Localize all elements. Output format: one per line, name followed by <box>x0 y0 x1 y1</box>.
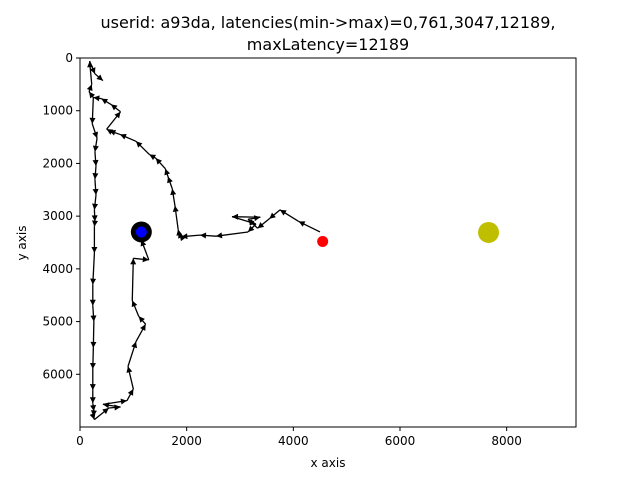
trajectory-arrow <box>199 232 217 239</box>
trajectory-tail-arrow <box>94 73 104 82</box>
trajectory-arrow <box>92 179 99 196</box>
trajectory-arrow <box>90 321 97 348</box>
y-tick-label: 0 <box>65 51 73 65</box>
trajectory-arrow <box>172 205 179 230</box>
trajectory-arrow <box>92 138 99 152</box>
trajectory-arrow <box>92 151 99 167</box>
trajectory-arrow <box>149 153 157 161</box>
trajectory-tail-arrow <box>88 91 96 99</box>
x-tick-label: 8000 <box>491 434 522 448</box>
trajectory-arrow <box>126 366 134 390</box>
plot-area <box>86 60 500 421</box>
trajectory-arrow <box>90 305 97 322</box>
trajectory-arrow <box>133 256 149 263</box>
trajectory-arrow <box>89 369 96 391</box>
trajectory-arrow <box>93 407 110 421</box>
trajectory-arrow <box>155 157 166 170</box>
trajectory-arrow <box>170 188 177 206</box>
trajectory-arrow <box>90 403 97 412</box>
trajectory-arrow <box>135 323 147 342</box>
trajectory-arrow <box>176 229 183 236</box>
trajectory-arrow <box>167 176 173 189</box>
trajectory-arrow <box>90 253 97 285</box>
trajectory-arrow <box>164 168 171 177</box>
x-axis-ticks: 0 2000 4000 6000 8000 <box>76 427 522 448</box>
y-tick-label: 5000 <box>42 315 73 329</box>
trajectory-arrow <box>279 209 300 222</box>
trajectory-arrow <box>92 220 98 227</box>
trajectory-arrow <box>93 95 102 102</box>
plot-frame <box>79 57 577 428</box>
trajectory-arrow <box>268 209 281 220</box>
trajectory-arrow <box>89 390 96 404</box>
y-tick-label: 6000 <box>42 367 73 381</box>
trajectory-arrow <box>89 97 96 124</box>
trajectory-tail-arrow <box>87 61 94 85</box>
trajectory-arrow <box>91 123 98 139</box>
y-tick-label: 2000 <box>42 156 73 170</box>
trajectory-arrow <box>135 140 150 155</box>
target-point-marker <box>478 221 500 243</box>
trajectory-arrow <box>89 284 96 306</box>
trajectory-arrow <box>215 231 249 239</box>
trajectory-arrow <box>247 223 257 233</box>
trajectory-arrow <box>127 341 138 367</box>
trajectory-arrow <box>126 388 134 401</box>
trajectory-arrow <box>89 412 96 420</box>
x-tick-label: 0 <box>76 434 84 448</box>
trajectory-arrow <box>130 258 137 301</box>
x-tick-label: 4000 <box>278 434 309 448</box>
chart-title-line-2: maxLatency=12189 <box>247 35 409 54</box>
trajectory-arrow <box>91 209 98 222</box>
trajectory-arrow <box>231 216 257 226</box>
chart-title-line-1: userid: a93da, latencies(min->max)=0,761… <box>101 13 556 32</box>
end-point-marker <box>135 226 147 238</box>
x-axis-label: x axis <box>311 456 346 470</box>
y-axis-ticks: 0 1000 2000 3000 4000 5000 6000 <box>42 51 80 381</box>
trajectory-arrow <box>102 398 128 405</box>
y-tick-label: 1000 <box>42 104 73 118</box>
x-tick-label: 6000 <box>385 434 416 448</box>
trajectory-arrow <box>92 166 99 180</box>
trajectory-arrow <box>110 103 121 113</box>
trajectory-arrow <box>131 300 140 317</box>
trajectory-arrow <box>119 133 137 142</box>
trajectory-arrow <box>91 226 98 254</box>
trajectory-arrow <box>257 218 270 229</box>
trajectory-arrow <box>138 315 147 325</box>
trajectory-arrow <box>89 347 96 370</box>
y-tick-label: 4000 <box>42 262 73 276</box>
trajectory-arrow <box>298 220 321 233</box>
trajectory-arrow <box>140 239 150 261</box>
trajectory-arrow <box>106 111 122 130</box>
start-point-marker <box>317 235 329 247</box>
trajectory-arrow <box>100 98 112 105</box>
trajectory-tail-arrow <box>89 60 96 75</box>
trajectory-arrow <box>181 233 201 240</box>
y-axis-label: y axis <box>15 226 29 261</box>
x-tick-label: 2000 <box>171 434 202 448</box>
y-tick-label: 3000 <box>42 209 73 223</box>
trajectory-arrow <box>92 194 99 210</box>
trajectory-tail-arrow <box>86 84 93 92</box>
